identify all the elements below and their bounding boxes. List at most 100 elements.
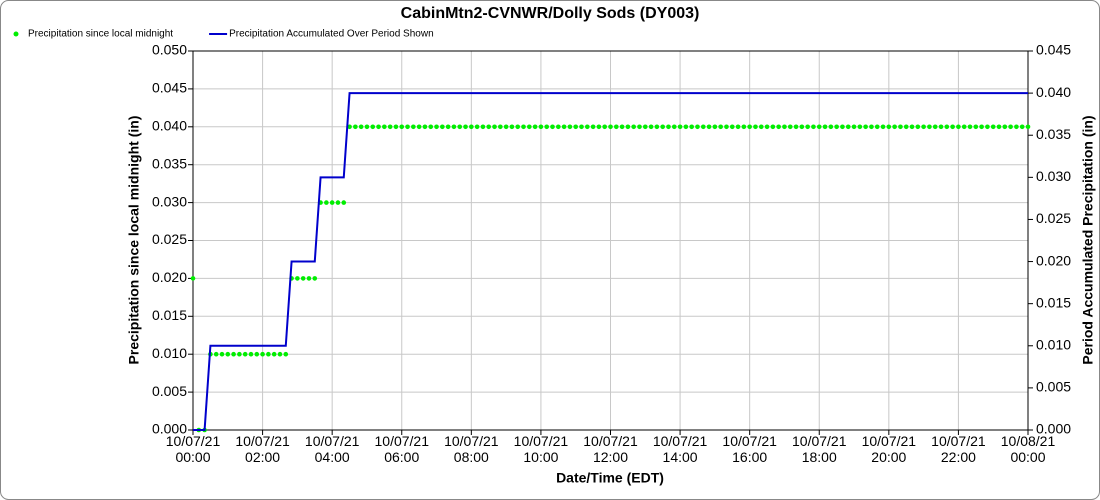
- data-point: [550, 124, 555, 130]
- data-point: [434, 124, 439, 130]
- data-point: [695, 124, 700, 130]
- data-point: [834, 124, 839, 130]
- data-point: [300, 276, 306, 281]
- data-point: [973, 124, 979, 130]
- data-point: [306, 276, 312, 281]
- data-point: [295, 276, 300, 281]
- data-point: [329, 200, 335, 205]
- data-point: [932, 124, 938, 130]
- data-point: [509, 124, 515, 130]
- data-point: [428, 124, 434, 130]
- data-point: [671, 124, 677, 130]
- data-point: [573, 124, 579, 130]
- data-point: [793, 124, 799, 130]
- data-point: [480, 124, 486, 130]
- data-point: [805, 124, 810, 130]
- data-point: [266, 351, 271, 357]
- data-point: [387, 124, 393, 130]
- x-tick-label: 10/07/21 10:00: [514, 433, 569, 465]
- legend-label: Precipitation Accumulated Over Period Sh…: [229, 29, 434, 40]
- data-point: [399, 124, 405, 130]
- data-point: [335, 200, 341, 205]
- data-point: [967, 124, 973, 130]
- data-point: [358, 124, 364, 130]
- data-point: [225, 351, 231, 357]
- data-point: [260, 351, 265, 357]
- data-point: [248, 351, 254, 357]
- y-tick-label: 0.005: [152, 383, 187, 399]
- data-point: [521, 124, 526, 130]
- data-point: [405, 124, 410, 130]
- data-point: [347, 124, 352, 130]
- data-point: [874, 124, 880, 130]
- x-tick-label: 10/07/21 04:00: [305, 433, 360, 465]
- data-point: [747, 124, 752, 130]
- data-point: [654, 124, 660, 130]
- data-point: [486, 124, 492, 130]
- data-point: [190, 276, 196, 281]
- data-point: [811, 124, 816, 130]
- data-point: [840, 124, 845, 130]
- data-point: [353, 124, 358, 130]
- data-point: [1002, 124, 1008, 130]
- y2-tick-label: 0.040: [1036, 84, 1071, 100]
- data-point: [411, 124, 416, 130]
- data-point: [816, 124, 822, 130]
- data-point: [416, 124, 422, 130]
- y-axis-label: Precipitation since local midnight (in): [126, 116, 142, 365]
- data-point: [990, 124, 996, 130]
- y2-tick-label: 0.045: [1036, 42, 1071, 58]
- data-point: [770, 124, 776, 130]
- data-point: [782, 124, 787, 130]
- data-point: [828, 124, 834, 130]
- y-tick-label: 0.020: [152, 269, 187, 285]
- data-point: [915, 124, 921, 130]
- data-point: [729, 124, 735, 130]
- data-line: [193, 92, 1028, 431]
- data-point: [498, 124, 503, 130]
- y2-tick-label: 0.010: [1036, 336, 1071, 352]
- data-point: [561, 124, 567, 130]
- data-point: [648, 124, 654, 130]
- data-point: [863, 124, 868, 130]
- x-tick-label: 10/07/21 00:00: [166, 433, 221, 465]
- data-point: [596, 124, 602, 130]
- data-point: [567, 124, 573, 130]
- data-point: [422, 124, 428, 130]
- data-point: [608, 124, 613, 130]
- y-tick-label: 0.035: [152, 155, 187, 171]
- data-point: [556, 124, 561, 130]
- y-tick-label: 0.045: [152, 80, 187, 96]
- x-tick-label: 10/07/21 06:00: [375, 433, 430, 465]
- data-point: [689, 124, 694, 130]
- data-point: [950, 124, 955, 130]
- data-point: [822, 124, 828, 130]
- data-point: [527, 124, 532, 130]
- data-point: [538, 124, 544, 130]
- data-point: [463, 124, 468, 130]
- data-point: [370, 124, 376, 130]
- data-point: [938, 124, 944, 130]
- x-tick-label: 10/07/21 22:00: [931, 433, 986, 465]
- y-tick-label: 0.025: [152, 231, 187, 247]
- x-tick-label: 10/07/21 14:00: [653, 433, 708, 465]
- y2-tick-label: 0.035: [1036, 126, 1071, 142]
- data-point: [741, 124, 747, 130]
- data-point: [602, 124, 608, 130]
- data-point: [927, 124, 932, 130]
- data-point: [283, 351, 289, 357]
- data-point: [492, 124, 497, 130]
- x-axis-label: Date/Time (EDT): [556, 470, 664, 486]
- data-point: [1008, 124, 1013, 130]
- y-tick-label: 0.040: [152, 118, 187, 134]
- data-point: [585, 124, 590, 130]
- y-tick-label: 0.010: [152, 345, 187, 361]
- data-point: [393, 124, 399, 130]
- data-point: [857, 124, 863, 130]
- data-point: [880, 124, 886, 130]
- data-point: [724, 124, 729, 130]
- chart-title: CabinMtn2-CVNWR/Dolly Sods (DY003): [401, 5, 700, 22]
- data-point: [312, 276, 318, 281]
- data-point: [944, 124, 950, 130]
